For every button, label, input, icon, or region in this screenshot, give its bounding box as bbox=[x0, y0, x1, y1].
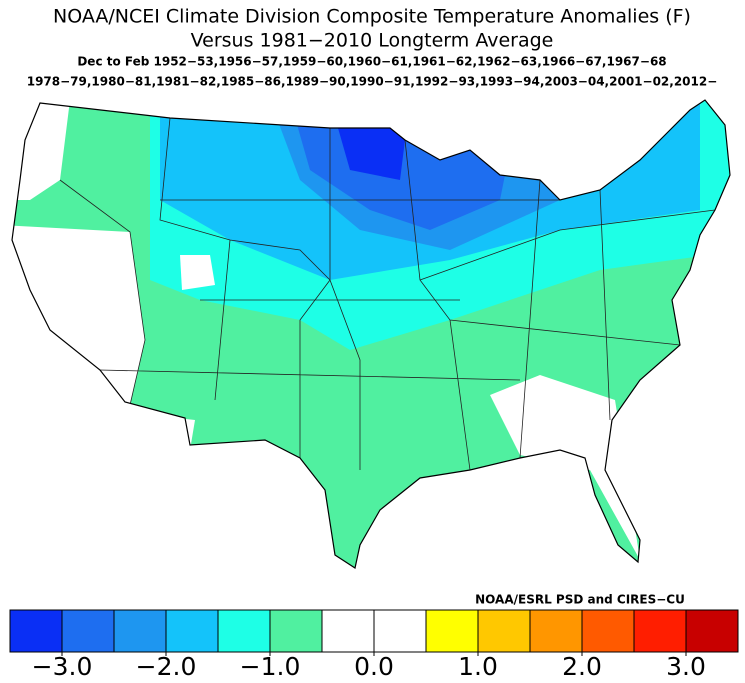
tick-label: −2.0 bbox=[136, 652, 197, 681]
region bbox=[180, 255, 215, 290]
colorbar-box bbox=[61, 609, 115, 653]
region bbox=[12, 225, 145, 405]
colorbar-box bbox=[321, 609, 375, 653]
tick-label: 1.0 bbox=[458, 652, 498, 681]
colorbar-box bbox=[165, 609, 219, 653]
tick-label: 3.0 bbox=[666, 652, 706, 681]
colorbar-box bbox=[633, 609, 687, 653]
colorbar-box bbox=[477, 609, 531, 653]
subtitle: Versus 1981−2010 Longterm Average bbox=[191, 30, 554, 52]
years: 1978−79,1980−81,1981−82,1985−86,1989−90,… bbox=[27, 75, 718, 89]
colorbar-box bbox=[269, 609, 323, 653]
colorbar-box bbox=[217, 609, 271, 653]
credit: NOAA/ESRL PSD and CIRES−CU bbox=[475, 593, 685, 607]
colorbar-box bbox=[529, 609, 583, 653]
tick-label: 0.0 bbox=[354, 652, 394, 681]
tick-label: 2.0 bbox=[562, 652, 602, 681]
colorbar-box bbox=[581, 609, 635, 653]
colorbar-box bbox=[685, 609, 739, 653]
region bbox=[490, 375, 640, 560]
period: Dec to Feb 1952−53,1956−57,1959−60,1960−… bbox=[77, 55, 666, 69]
colorbar-box bbox=[425, 609, 479, 653]
us-outline bbox=[11, 99, 731, 569]
tick-label: −3.0 bbox=[32, 652, 93, 681]
colorbar-box bbox=[113, 609, 167, 653]
colorbar-box bbox=[9, 609, 63, 653]
colorbar-box bbox=[373, 609, 427, 653]
tick-label: −1.0 bbox=[240, 652, 301, 681]
title: NOAA/NCEI Climate Division Composite Tem… bbox=[53, 6, 691, 28]
